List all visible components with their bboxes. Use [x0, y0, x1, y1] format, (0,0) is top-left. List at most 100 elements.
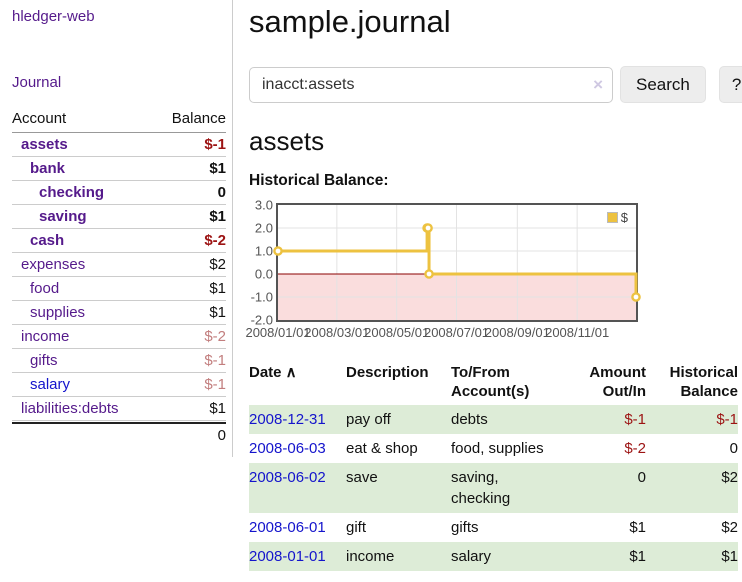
search-input[interactable]	[249, 66, 613, 103]
chart-canvas	[273, 205, 641, 320]
x-axis-tick-label: 2008/01/01	[245, 325, 311, 340]
register-table: Date ∧ Description To/From Account(s) Amoun…	[249, 361, 738, 571]
transaction-amount: $1	[563, 542, 646, 571]
search-button[interactable]: Search	[620, 66, 706, 103]
transaction-balance: $1	[646, 542, 738, 571]
chart-legend: $	[606, 210, 628, 225]
transaction-description: pay off	[346, 405, 451, 434]
register-row: 2008-06-01 gift gifts $1 $2	[249, 513, 738, 542]
x-axis-tick-label: 2008/05/01	[364, 325, 430, 340]
transaction-accounts: debts	[451, 405, 563, 434]
register-column-header: To/From Account(s)	[451, 364, 530, 400]
account-balance: $1	[209, 304, 226, 321]
clear-search-icon[interactable]: ×	[593, 74, 603, 94]
transaction-accounts: food, supplies	[451, 440, 544, 457]
account-row: expenses $2	[12, 253, 226, 277]
transaction-amount: $1	[629, 519, 646, 536]
account-row: income $-2	[12, 325, 226, 349]
transaction-amount: $-2	[624, 440, 646, 457]
transaction-accounts: salary	[451, 542, 563, 571]
y-axis-tick-label: 0.0	[254, 266, 273, 282]
transaction-date-link[interactable]: 2008-01-01	[249, 548, 326, 565]
legend-swatch-icon	[606, 212, 618, 223]
transaction-balance: $2	[721, 519, 738, 536]
account-link[interactable]: food	[30, 280, 60, 297]
x-axis-tick-label: 2008/11/01	[545, 325, 610, 340]
account-link[interactable]: supplies	[30, 304, 86, 321]
account-balance: $1	[209, 208, 226, 225]
account-row: assets $-1	[12, 133, 226, 157]
account-balance: $-2	[204, 328, 226, 345]
balance-chart: 3.0 2.0 1.0 0.0 -1.0 -2.0 $ 2008/01/01 2008/03…	[245, 198, 742, 340]
account-link[interactable]: liabilities:debts	[21, 400, 119, 417]
search-form: × Search ?	[249, 66, 742, 103]
account-link[interactable]: salary	[30, 376, 71, 393]
account-row: saving $1	[12, 205, 226, 229]
account-tree-body: assets $-1 bank $1 checking 0 saving $1 cash $-2 e…	[12, 133, 226, 421]
account-balance: $1	[209, 160, 226, 177]
transaction-date-link[interactable]: 2008-06-02	[249, 469, 326, 486]
account-column-header: Account	[12, 110, 67, 127]
account-tree: Account Balance assets $-1 bank $1 checking 0…	[12, 107, 226, 447]
register-row: 2008-12-31 pay off debts $-1 $-1	[249, 405, 738, 434]
y-axis-tick-label: -2.0	[250, 312, 273, 328]
main-content: sample.journal × Search ? assets Histori…	[233, 0, 742, 571]
account-balance: $2	[209, 256, 226, 273]
transaction-description: save	[346, 463, 451, 513]
x-axis-tick-label: 2008/03/01	[304, 325, 370, 340]
page-title: sample.journal	[249, 4, 451, 39]
account-link[interactable]: cash	[30, 232, 65, 249]
register-column-header: Date ∧	[249, 364, 297, 381]
register-header-row: Date ∧ Description To/From Account(s) Amoun…	[249, 361, 738, 405]
transaction-balance: 0	[729, 440, 738, 457]
transaction-date-link[interactable]: 2008-06-03	[249, 440, 326, 457]
account-row: bank $1	[12, 157, 226, 181]
register-column-header: Historical Balance	[669, 364, 738, 400]
app-brand-link[interactable]: hledger-web	[12, 8, 95, 25]
account-link[interactable]: income	[21, 328, 70, 345]
transaction-accounts: gifts	[451, 519, 479, 536]
account-link[interactable]: expenses	[21, 256, 86, 273]
account-page-title: assets	[249, 126, 325, 156]
sidebar-item-journal[interactable]: Journal	[12, 74, 62, 91]
x-axis-tick-label: 2008/07/01	[423, 325, 490, 340]
account-balance: $1	[209, 400, 226, 417]
account-balance: $-1	[204, 352, 226, 369]
account-row: supplies $1	[12, 301, 226, 325]
transaction-description: eat & shop	[346, 440, 418, 457]
transaction-balance: $2	[646, 463, 738, 513]
account-balance: $-2	[204, 232, 226, 249]
account-link[interactable]: checking	[39, 184, 105, 201]
account-total-value: 0	[217, 427, 226, 444]
account-balance: $-1	[204, 376, 226, 393]
register-column-header: Description	[346, 364, 429, 381]
transaction-accounts: saving, checking	[451, 463, 563, 513]
transaction-date-link[interactable]: 2008-12-31	[249, 411, 326, 428]
account-balance: 0	[217, 184, 226, 201]
register-row: 2008-06-03 eat & shop food, supplies $-2 0	[249, 434, 738, 463]
y-axis-tick-label: 3.0	[254, 197, 273, 213]
register-column-header: Amount Out/In	[589, 364, 646, 400]
account-row: salary $-1	[12, 373, 226, 397]
y-axis-tick-label: 1.0	[254, 243, 273, 259]
account-link[interactable]: bank	[30, 160, 66, 177]
account-link[interactable]: saving	[39, 208, 87, 225]
sort-asc-icon: ∧	[281, 364, 297, 381]
account-row: gifts $-1	[12, 349, 226, 373]
chart-plot-area: $	[273, 203, 641, 322]
transaction-amount: 0	[563, 463, 646, 513]
x-axis-tick-label: 2008/09/01	[484, 325, 550, 340]
y-axis-tick-label: -1.0	[250, 289, 273, 305]
register-row: 2008-01-01 income salary $1 $1	[249, 542, 738, 571]
account-link[interactable]: gifts	[30, 352, 58, 369]
account-row: checking 0	[12, 181, 226, 205]
legend-label: $	[620, 210, 628, 225]
account-link[interactable]: assets	[21, 136, 68, 153]
help-button[interactable]: ?	[718, 66, 742, 103]
account-tree-header: Account Balance	[12, 107, 226, 133]
transaction-description: income	[346, 542, 451, 571]
transaction-date-link[interactable]: 2008-06-01	[249, 519, 326, 536]
balance-column-header: Balance	[171, 110, 226, 127]
account-row: liabilities:debts $1	[12, 397, 226, 421]
transaction-balance: $-1	[646, 405, 738, 434]
